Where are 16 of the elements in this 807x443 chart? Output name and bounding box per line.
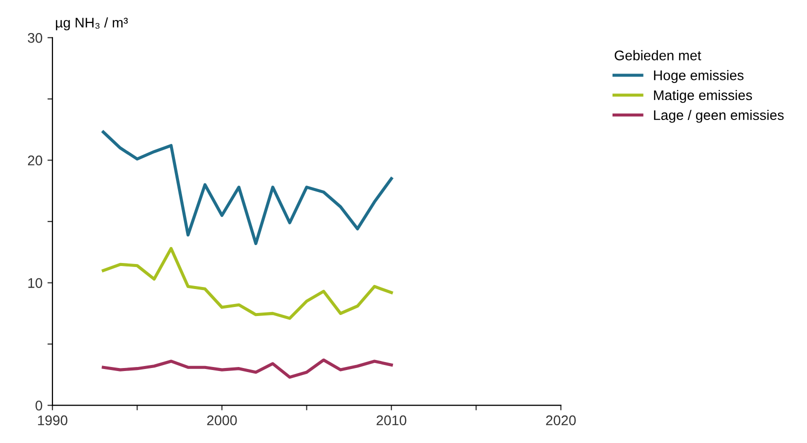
x-tick-label: 2000 [207, 415, 237, 426]
line-series [102, 246, 393, 320]
legend-label: Hoge emissies [654, 70, 744, 83]
x-tick-label: 2010 [376, 415, 406, 426]
legend-label: Lage / geen emissies [654, 110, 784, 123]
legend-label: Matige emissies [654, 90, 752, 103]
x-tick-label: 2020 [546, 415, 576, 426]
y-axis-title: µg NH₃ / m³ [56, 17, 128, 30]
y-tick-label: 30 [28, 32, 42, 43]
y-tick-label: 10 [28, 278, 42, 288]
y-tick-label: 20 [28, 156, 42, 166]
line-series [102, 358, 393, 379]
legend-title: Gebieden met [614, 50, 702, 60]
y-tick-label: 0 [36, 400, 42, 411]
x-tick-label: 1990 [38, 415, 68, 426]
line-series [102, 130, 393, 246]
